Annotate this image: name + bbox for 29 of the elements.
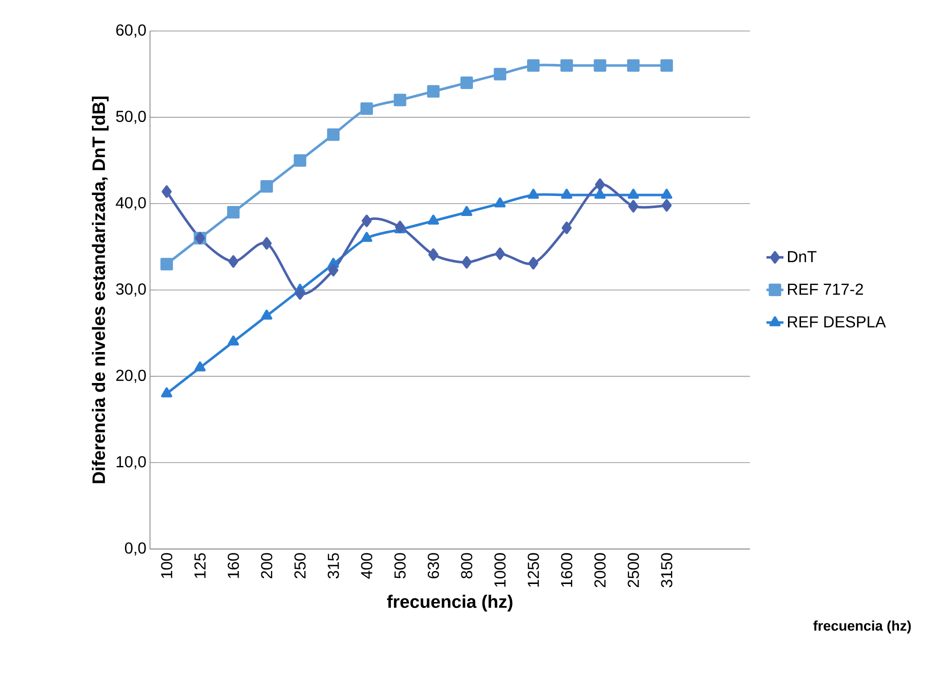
x-tick-label: 630 <box>428 553 439 578</box>
x-tick-label: 1600 <box>561 553 572 587</box>
y-tick-label: 60,0 <box>116 24 146 38</box>
y-tick-label: 10,0 <box>116 456 146 470</box>
legend-label: DnT <box>788 251 816 262</box>
y-tick-label: 0,0 <box>124 542 146 556</box>
y-tick-label: 50,0 <box>116 110 146 124</box>
x-tick-label: 800 <box>461 553 472 578</box>
legend-label: REF DESPLA <box>788 316 886 328</box>
x-tick-label: 1000 <box>494 553 506 587</box>
x-tick-label: 315 <box>328 553 339 578</box>
x-tick-label: 1250 <box>528 553 539 587</box>
x-tick-label: 500 <box>394 553 406 578</box>
x-axis-title: frecuencia (hz) <box>387 594 512 612</box>
y-axis-title: Diferencia de niveles estandarizada, DnT [dB] <box>92 96 109 484</box>
y-tick-label: 40,0 <box>116 197 146 210</box>
x-tick-label: 200 <box>261 553 272 578</box>
x-tick-label: 3150 <box>661 553 672 588</box>
legend-label: REF 717-2 <box>788 284 863 295</box>
x-tick-label: 400 <box>361 553 372 579</box>
x-tick-label: 2000 <box>594 553 606 588</box>
x-tick-label: 125 <box>194 553 206 578</box>
x-tick-label: 100 <box>161 553 172 578</box>
x-tick-label: 2500 <box>628 553 639 588</box>
text: frecuencia (hz) <box>813 620 911 634</box>
y-tick-label: 20,0 <box>116 370 146 383</box>
x-tick-label: 250 <box>294 553 306 578</box>
y-tick-label: 30,0 <box>116 283 146 297</box>
x-tick-label: 160 <box>228 553 239 578</box>
